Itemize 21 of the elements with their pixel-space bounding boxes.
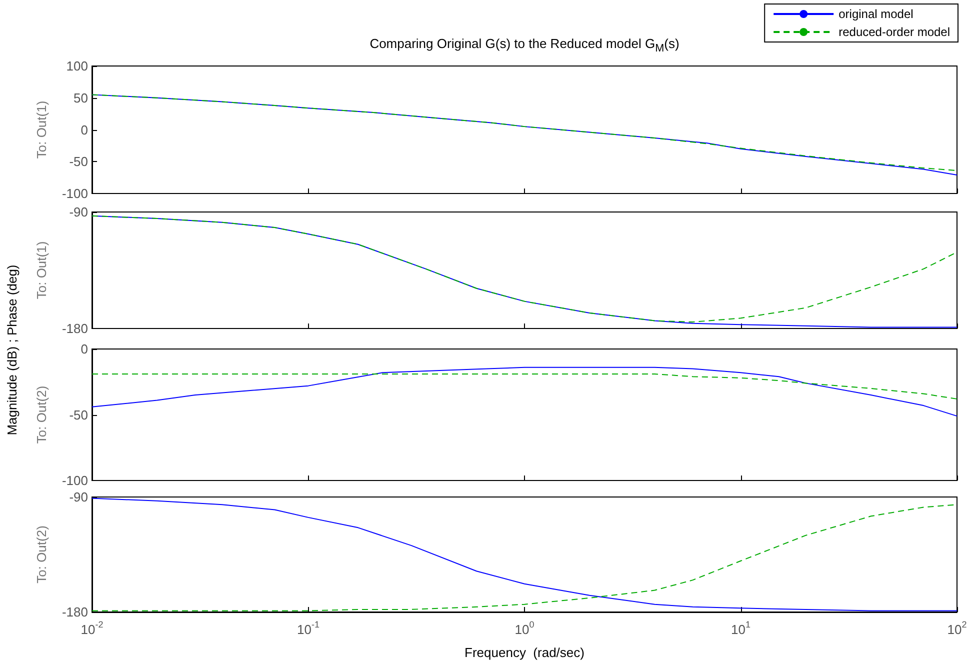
x-axis-title: Frequency (rad/sec) <box>464 645 584 660</box>
chart-title: Comparing Original G(s) to the Reduced model G$_{M}$(s) <box>370 36 680 55</box>
text: Magnitude (dB) ; Phase (deg) <box>4 264 20 436</box>
y-tick-label: -50 <box>69 154 88 170</box>
y-tick-label: -90 <box>69 204 88 220</box>
y-tick-label: -90 <box>69 490 88 504</box>
y-tick-label: 0 <box>80 122 88 138</box>
y-tick-label: -50 <box>69 407 88 422</box>
y-tick-label: -100 <box>62 186 88 201</box>
y-tick-label: -180 <box>62 321 88 336</box>
y-tick-label: 0 <box>80 342 88 356</box>
legend-label: reduced-order model <box>838 25 950 39</box>
y-axis-title: To: Out(2) <box>34 526 49 584</box>
y-tick-label: 100 <box>66 58 88 74</box>
y-axis-title: To: Out(2) <box>34 386 49 444</box>
y-tick-label: 50 <box>74 90 88 106</box>
y-axis-title: To: Out(1) <box>34 100 49 159</box>
y-tick-label: -100 <box>62 473 88 488</box>
y-axis-title: To: Out(1) <box>34 241 49 300</box>
y-tick-label: -180 <box>62 604 88 620</box>
legend-label: original model <box>838 7 914 21</box>
